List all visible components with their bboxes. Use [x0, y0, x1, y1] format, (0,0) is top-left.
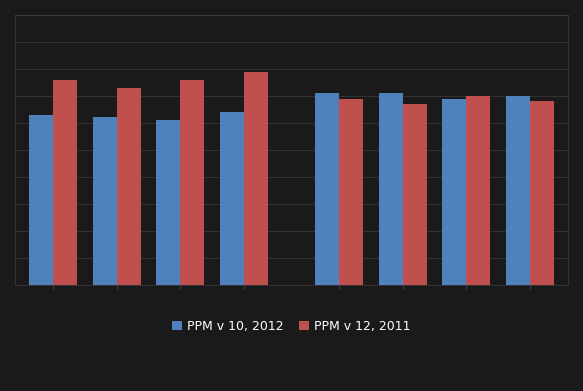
Bar: [530, 101, 554, 285]
Bar: [93, 118, 117, 285]
Bar: [466, 96, 490, 285]
Bar: [180, 80, 205, 285]
Bar: [220, 112, 244, 285]
Bar: [29, 115, 53, 285]
Bar: [403, 104, 427, 285]
Bar: [53, 80, 78, 285]
Bar: [505, 96, 530, 285]
Bar: [315, 93, 339, 285]
Bar: [117, 88, 141, 285]
Legend: PPM v 10, 2012, PPM v 12, 2011: PPM v 10, 2012, PPM v 12, 2011: [167, 315, 416, 338]
Bar: [442, 99, 466, 285]
Bar: [339, 99, 363, 285]
Bar: [156, 120, 180, 285]
Bar: [378, 93, 403, 285]
Bar: [244, 72, 268, 285]
